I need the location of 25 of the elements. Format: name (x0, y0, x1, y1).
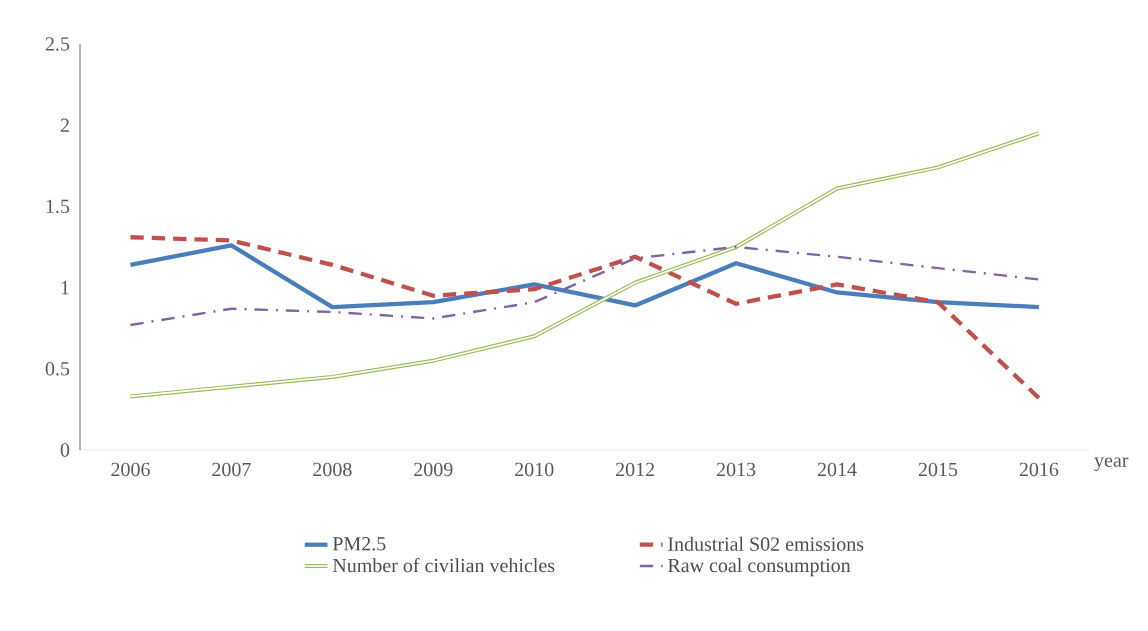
line-series (128, 243, 1042, 310)
y-tick-label: 2 (60, 118, 69, 132)
y-tick-label: 1 (61, 281, 69, 295)
y-tick-label: 1.5 (46, 199, 70, 214)
x-tick-label: 2007 (212, 462, 251, 477)
x-tick-label: 2016 (1019, 462, 1059, 477)
legend-label: Number of civilian vehicles (332, 558, 555, 573)
legend-label: PM2.5 (332, 537, 386, 551)
x-tick-label: 2008 (313, 462, 352, 477)
y-tick-label: 2.5 (45, 37, 70, 51)
line-series (128, 131, 1041, 399)
x-tick-label: 2013 (716, 462, 756, 477)
x-tick-label: 2006 (111, 462, 150, 477)
x-tick-label: 2015 (918, 462, 958, 477)
y-tick-label: 0 (60, 443, 70, 457)
x-axis-title: year (1094, 457, 1129, 472)
legend-label: Industrial S02 emissions (668, 536, 864, 552)
x-tick-label: 2014 (817, 462, 857, 477)
x-tick-label: 2009 (414, 462, 453, 477)
legend-label: Raw coal consumption (667, 558, 851, 577)
line-series (128, 235, 1042, 401)
x-tick-label: 2012 (616, 462, 655, 477)
x-tick-label: 2010 (515, 462, 554, 477)
y-tick-label: 0.5 (45, 362, 70, 376)
line-series (129, 245, 1041, 327)
